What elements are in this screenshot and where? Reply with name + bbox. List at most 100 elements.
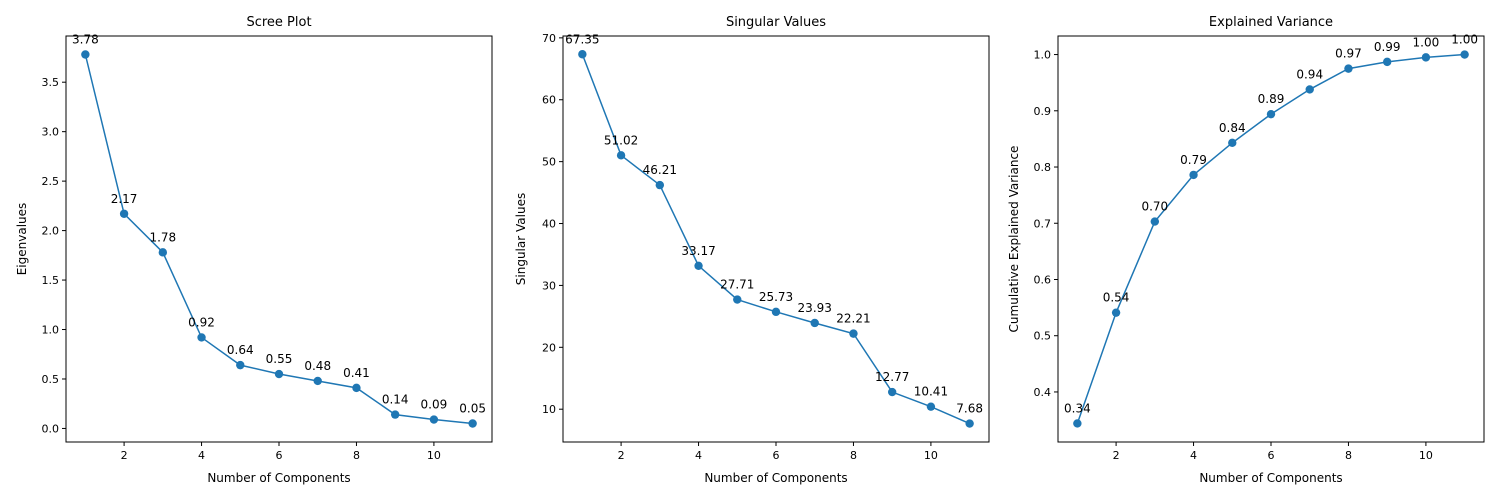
data-point [1305,85,1314,94]
data-point [1460,50,1469,59]
x-tick-label: 10 [1419,449,1433,462]
data-label: 0.89 [1258,92,1285,106]
x-tick-label: 4 [1190,449,1197,462]
data-label: 22.21 [836,312,870,326]
y-axis-label: Eigenvalues [15,203,29,276]
data-point [849,329,858,338]
data-label: 0.09 [421,398,448,412]
data-point [236,360,245,370]
data-point [274,369,284,379]
series-line: 0.34 0.54 0.70 0.79 0.84 0.89 0.94 0.97 0.99 1.00… [1064,33,1478,428]
y-tick-label: 0.5 [1034,330,1052,343]
data-point [197,333,206,342]
y-tick-label: 3.0 [42,126,60,139]
panel-scree-plot: Scree Plot Number of Components Eigenval… [15,15,493,485]
data-point [1189,170,1198,180]
data-label: 0.14 [382,393,409,407]
y-tick-label: 2.5 [42,175,60,188]
y-tick-label: 0.9 [1034,105,1052,118]
y-tick-label: 0.4 [1034,386,1052,399]
y-tick-label: 20 [542,341,556,354]
data-label: 27.71 [720,278,754,292]
data-label: 0.48 [304,359,331,373]
data-label: 0.92 [188,315,215,329]
data-label: 0.94 [1296,67,1323,81]
data-point [313,376,322,386]
data-label: 0.79 [1180,153,1207,167]
data-point [468,419,477,428]
x-tick-label: 4 [695,449,702,462]
y-tick-label: 3.5 [42,76,60,89]
data-label: 7.68 [956,402,983,416]
x-tick-label: 10 [427,449,441,462]
x-tick-label: 6 [276,449,283,462]
plot-frame [65,35,493,443]
data-point [1266,109,1276,119]
data-point [1382,57,1392,67]
data-label: 0.05 [459,402,486,416]
y-tick-label: 2.0 [42,225,60,238]
data-label: 0.55 [266,352,293,366]
y-axis-label: Singular Values [514,193,528,285]
data-label: 1.78 [149,230,176,244]
y-tick-label: 0.5 [42,373,60,386]
data-label: 51.02 [604,133,638,147]
data-point [429,415,439,424]
chart-title: Scree Plot [246,15,311,30]
data-point [616,151,626,160]
x-tick-label: 8 [1345,449,1352,462]
data-label: 2.17 [111,192,138,206]
ticks: 2 4 6 8 10 0.4 0.5 0.6 0.7 0.8 0.9 1.0 [1034,49,1433,462]
chart-title: Singular Values [726,15,826,30]
data-point [926,402,936,411]
x-tick-label: 4 [198,449,205,462]
series-line-path [581,53,970,425]
data-point [352,383,361,393]
data-label: 1.00 [1413,35,1440,49]
series-line: 3.78 2.17 1.78 0.92 0.64 0.55 0.48 0.41 0.14 0.09… [72,32,486,428]
data-point [158,248,168,257]
data-point [1111,308,1121,317]
data-label: 1.00 [1451,33,1478,47]
data-label: 0.99 [1374,40,1401,54]
data-point [119,209,129,218]
ticks: 2 4 6 8 10 0.0 0.5 1.0 1.5 2.0 2.5 3.0 3.5 [42,76,441,462]
data-point [1228,138,1237,148]
data-label: 46.21 [643,163,677,177]
x-tick-label: 6 [1268,449,1275,462]
data-point [578,50,587,59]
x-tick-label: 8 [353,449,360,462]
y-tick-label: 1.0 [1034,49,1052,62]
x-tick-label: 2 [121,449,128,462]
data-label: 33.17 [681,244,715,258]
data-point [694,261,703,270]
data-label: 12.77 [875,370,909,384]
data-point [733,295,742,304]
y-tick-label: 0.0 [42,422,60,435]
y-tick-label: 30 [542,279,556,292]
data-label: 67.35 [565,32,599,46]
data-point [390,410,400,419]
x-axis-label: Number of Components [207,471,350,485]
data-label: 25.73 [759,290,793,304]
y-tick-label: 50 [542,156,556,169]
data-point [1421,53,1431,62]
y-tick-label: 40 [542,218,556,231]
x-tick-label: 2 [1113,449,1120,462]
data-label: 0.41 [343,366,370,380]
panel-singular-values: Singular Values Number of Components Sin… [514,15,990,485]
x-axis-label: Number of Components [704,471,847,485]
panel-explained-variance: Explained Variance Number of Components … [1007,15,1485,485]
y-tick-label: 70 [542,32,556,45]
x-axis-label: Number of Components [1199,471,1342,485]
data-point [810,318,819,328]
data-point [1150,217,1160,226]
chart-title: Explained Variance [1209,15,1333,30]
data-label: 10.41 [914,385,948,399]
data-label: 3.78 [72,32,99,46]
data-point [655,180,665,190]
data-label: 0.54 [1103,291,1130,305]
data-point [1344,64,1353,73]
y-tick-label: 1.5 [42,274,60,287]
